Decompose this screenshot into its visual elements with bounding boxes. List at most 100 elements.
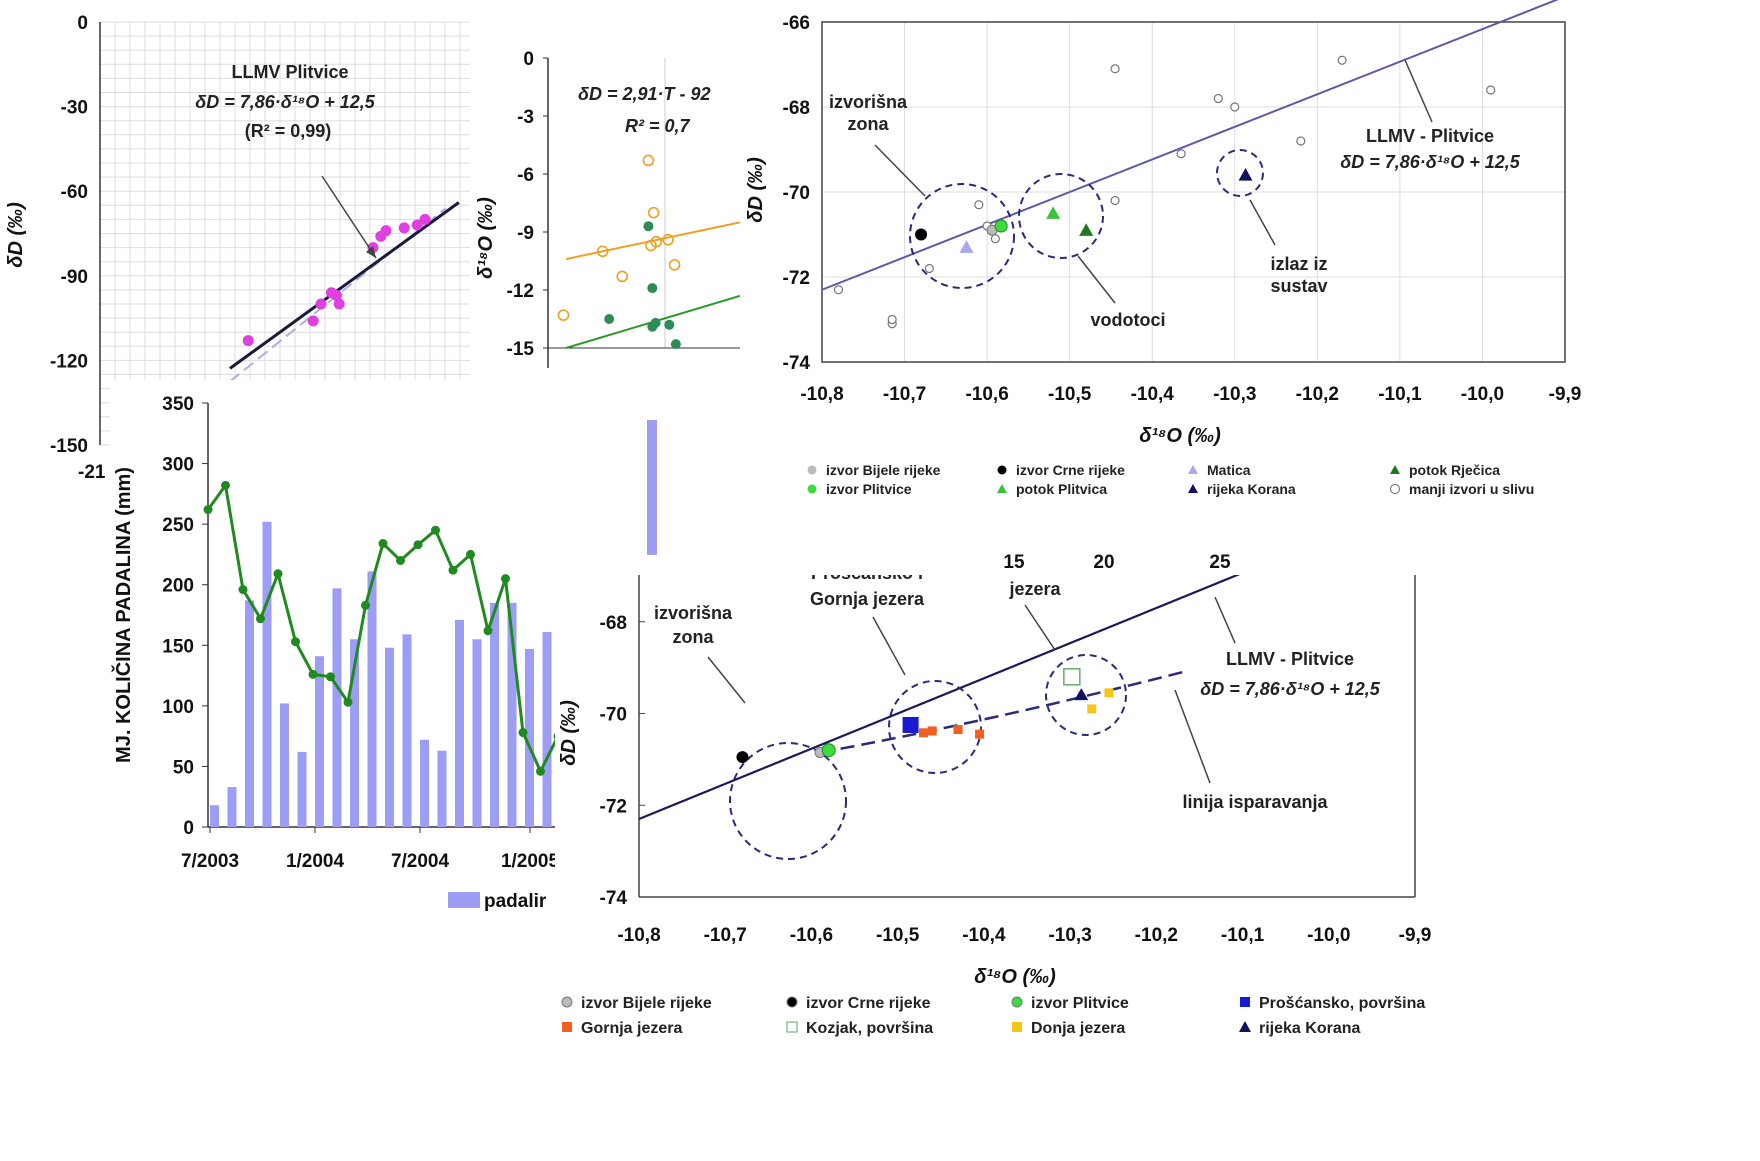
series-point [361,600,370,610]
point-plitvica [1046,206,1061,219]
y-tick-label: -150 [50,436,88,457]
series-point [256,614,265,624]
chart-c-svg: 350 300 250 200 150 100 50 0 7/2003 1/2004 7/2004 1… [111,394,740,912]
point-crna [736,751,749,764]
chart-a-svg: 0 -30 -60 -90 -120 -150 -21 δD (‰) LLMV Plitvice… [5,13,470,483]
precip-bar [402,634,412,827]
x-tick-label: -10,6 [790,925,833,946]
point-donja [1104,688,1114,698]
y-tick-label: -72 [600,796,627,817]
data-point-orange [662,233,674,246]
streams-circle [1018,173,1104,259]
data-point-green [604,314,615,324]
annotation-arrow [321,175,377,259]
precip-bar [455,619,464,827]
panel-bg [555,575,1760,1161]
x-tick-label: -10,0 [1461,384,1504,405]
precip-bar [507,602,517,827]
data-point-green [647,283,658,294]
x-tick-label: 25 [1209,552,1231,573]
y-tick-label: -12 [507,281,534,302]
x-tick-label: -10,5 [1048,384,1092,405]
precip-bar [367,571,377,827]
x-tick-label: -10,3 [1048,925,1091,946]
data-point [419,213,431,225]
legend-swatch [448,892,480,908]
annotation-arrow [1249,199,1276,246]
series-point [413,540,423,550]
y-tick-label: -70 [783,183,810,204]
series-point [291,637,300,647]
legend-marker [1188,484,1198,493]
precip-bar [542,631,552,827]
lmwl-line [229,201,460,370]
point-kozjak [1063,668,1081,686]
precip-bar [385,647,394,827]
precip-bar [350,639,359,827]
series-point [308,669,318,679]
y-tick-label: 0 [523,49,534,70]
y-tick-label: -74 [783,353,811,374]
legend-label: izvor Bijele rijeke [581,995,712,1012]
annotation-exit: sustav [1270,276,1327,296]
chart-title: LLMV Plitvice [231,62,348,82]
legend-marker [1390,465,1400,474]
zone-circle [909,183,1015,289]
zone-circle [729,742,847,860]
point-crna [915,228,928,241]
point-donja [1087,704,1097,714]
y-tick-label: -74 [600,888,628,909]
y-axis-label: δD (‰) [558,700,580,766]
legend-label: Donja jezera [1031,1020,1125,1037]
data-point-orange [616,270,629,283]
data-point-orange [668,259,681,271]
legend-label: potok Plitvica [1016,481,1107,497]
y-tick-label: 50 [173,757,194,778]
series-point [483,626,493,636]
data-point-orange [596,245,609,258]
y-tick-label: -120 [50,351,88,372]
legend-marker [997,484,1007,493]
series-point [431,525,440,535]
precip-bar [210,805,219,827]
point-manji-izvori [990,234,1000,244]
legend-label: izvor Plitvice [1031,995,1129,1012]
precip-bar [420,739,429,827]
series-point [448,565,458,575]
y-axis-label: δD (‰) [745,157,767,223]
legend-label: izvor Plitvice [826,481,912,497]
point-manji-izvori [887,314,897,325]
x-tick-label: -10,2 [1135,925,1178,946]
annotation-lmwl-eq: δD = 7,86·δ¹⁸O + 12,5 [1340,152,1521,172]
y-tick-label: -3 [517,107,534,128]
x-tick-label: -9,9 [1399,925,1432,946]
precip-bar [315,656,324,827]
annotation-kozjak: jezera [1008,579,1061,599]
point-manji-izvori [1110,64,1120,74]
point-plitvice [821,743,836,758]
data-point [307,315,319,327]
legend-label: izvor Bijele rijeke [826,462,941,478]
x-tick-label: -10,4 [1131,384,1175,405]
legend-label: manji izvori u slivu [1409,481,1534,497]
x-tick-label: 20 [1093,552,1114,573]
precip-bar [262,521,272,827]
legend-label: izvor Crne rijeke [1016,462,1125,478]
annotation-arrow [1077,255,1116,304]
legend-marker [561,996,573,1008]
y-tick-label: -68 [600,613,627,634]
annotation-proscansko: Gornja jezera [810,589,925,609]
y-tick-label: 100 [162,697,194,718]
series-point [466,549,475,559]
chart-b-xticks-strip: 15 20 25 [990,540,1290,580]
series-point [238,585,248,595]
chart-b-temperature-scatter: 0 -3 -6 -9 -12 -15 δ¹⁸O (‰) δD = 2,91·T - 92 R² … [470,40,740,380]
precip-bar [245,600,254,827]
x-tick-label: -10,7 [704,925,747,946]
lmwl-line [821,0,1559,291]
series-point [221,480,230,490]
series-point [378,539,388,549]
precip-bar [297,751,307,827]
precip-bar [472,639,482,827]
series-point [343,697,353,707]
